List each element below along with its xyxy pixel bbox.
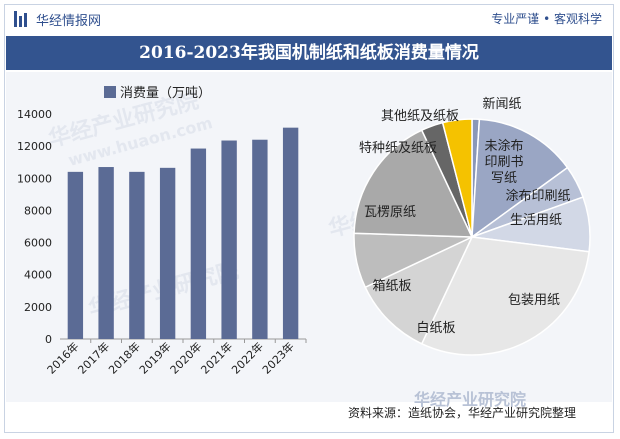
pie-slice-其他纸及纸板 bbox=[441, 118, 473, 238]
pie-label-包装用纸: 包装用纸 bbox=[508, 293, 560, 308]
x-tick-label: 2019年 bbox=[136, 339, 173, 376]
pie-slice-瓦楞原纸 bbox=[353, 129, 474, 238]
bar-2022年 bbox=[252, 139, 268, 339]
bar-2020年 bbox=[190, 148, 207, 339]
pie-label-箱纸板: 箱纸板 bbox=[372, 278, 411, 294]
y-tick-label: 12000 bbox=[17, 140, 52, 153]
outer-frame bbox=[4, 4, 614, 433]
x-tick-label: 2022年 bbox=[229, 339, 266, 376]
footer-logo: 华经产业研究院 bbox=[414, 390, 527, 409]
pie-label-瓦楞原纸: 瓦楞原纸 bbox=[364, 205, 416, 220]
legend-swatch bbox=[104, 86, 116, 98]
chart-title: 2016-2023年我国机制纸和纸板消费量情况 bbox=[6, 36, 612, 70]
bar-2018年 bbox=[129, 171, 145, 339]
y-tick-label: 10000 bbox=[17, 172, 52, 185]
x-tick-label: 2017年 bbox=[75, 339, 112, 376]
bar-2016年 bbox=[67, 171, 84, 339]
bar-2021年 bbox=[221, 140, 237, 339]
y-tick-label: 2000 bbox=[24, 301, 52, 314]
legend-label: 消费量（万吨） bbox=[120, 86, 211, 101]
pie-label-未涂布印刷书写纸: 未涂布印刷书写纸 bbox=[484, 138, 523, 186]
chart-svg: 020004000600080001000012000140002016年201… bbox=[17, 86, 591, 377]
brand-name[interactable]: 华经情报网 bbox=[36, 14, 102, 29]
y-tick-label: 14000 bbox=[17, 108, 52, 121]
bar-2019年 bbox=[159, 167, 176, 339]
pie-label-生活用纸: 生活用纸 bbox=[510, 213, 562, 228]
slogan: 专业严谨 • 客观科学 bbox=[491, 12, 602, 26]
pie-slice-白纸板 bbox=[364, 235, 474, 345]
x-tick-label: 2021年 bbox=[198, 339, 235, 376]
bar-2023年 bbox=[282, 127, 299, 340]
chart-area: 华经产业研究院 www.huaon.com 华经产业研究院 华经产业研究院 02… bbox=[6, 72, 612, 402]
footer-source: 资料来源：造纸协会，华经产业研究院整理 bbox=[348, 406, 577, 420]
pie-label-特种纸及纸板: 特种纸及纸板 bbox=[359, 141, 437, 156]
pie-slice-未涂布印刷书写纸 bbox=[471, 118, 569, 239]
pie-slice-包装用纸 bbox=[420, 236, 590, 356]
y-tick-label: 6000 bbox=[24, 237, 52, 250]
y-tick-label: 0 bbox=[45, 333, 52, 346]
pie-label-其他纸及纸板: 其他纸及纸板 bbox=[381, 109, 459, 124]
x-tick-label: 2023年 bbox=[259, 339, 296, 376]
pie-label-涂布印刷纸: 涂布印刷纸 bbox=[505, 188, 570, 204]
brand-logo-icon bbox=[14, 11, 30, 27]
x-tick-label: 2020年 bbox=[167, 339, 204, 376]
top-bar: 华经情报网 专业严谨 • 客观科学 bbox=[6, 6, 612, 32]
bar-2017年 bbox=[98, 167, 114, 339]
pie-label-白纸板: 白纸板 bbox=[416, 320, 455, 336]
x-tick-label: 2018年 bbox=[106, 339, 143, 376]
y-tick-label: 8000 bbox=[24, 204, 52, 217]
pie-label-新闻纸: 新闻纸 bbox=[482, 96, 521, 112]
y-tick-label: 4000 bbox=[24, 269, 52, 282]
